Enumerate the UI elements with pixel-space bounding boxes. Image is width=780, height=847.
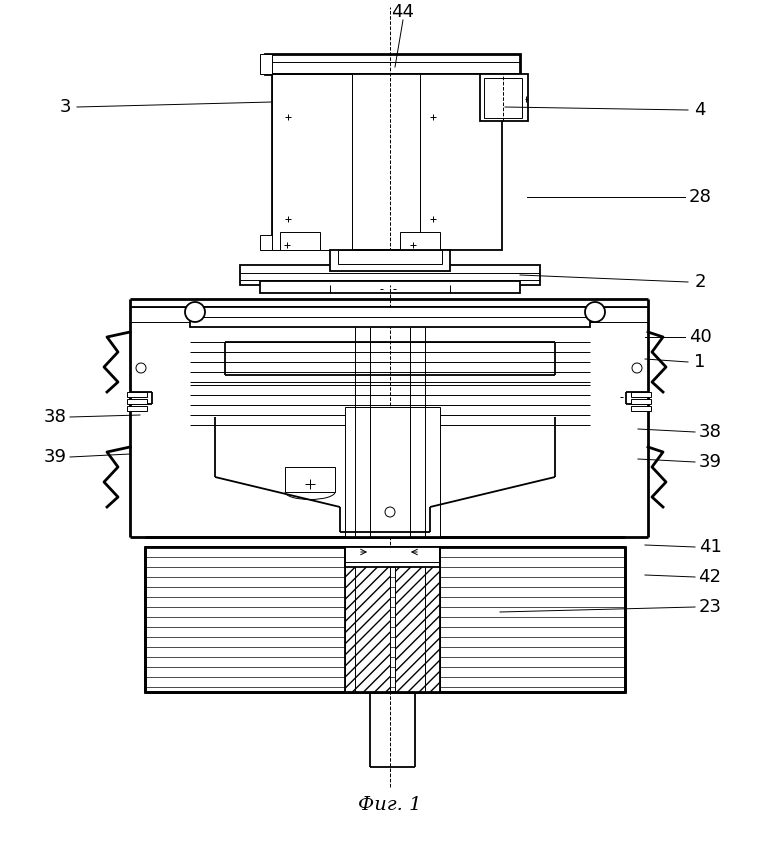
Bar [145, 547, 625, 692]
Bar [127, 399, 147, 404]
Bar [480, 74, 528, 121]
Bar [345, 547, 390, 692]
Bar [330, 250, 450, 271]
Bar [631, 406, 651, 411]
Text: 38: 38 [699, 423, 722, 441]
Bar [130, 307, 648, 322]
Circle shape [585, 302, 605, 322]
Bar [240, 265, 540, 285]
Bar [338, 250, 442, 264]
Bar [484, 78, 522, 118]
Text: 1: 1 [694, 353, 706, 371]
Circle shape [185, 302, 205, 322]
Text: 38: 38 [44, 408, 66, 426]
Bar [272, 74, 502, 250]
Text: 41: 41 [699, 538, 722, 556]
Text: Фиг. 1: Фиг. 1 [358, 796, 422, 814]
Bar [260, 281, 520, 293]
Bar [631, 392, 651, 397]
Text: 28: 28 [689, 188, 711, 206]
Bar [285, 467, 335, 492]
Bar [260, 235, 272, 250]
Text: 42: 42 [699, 568, 722, 586]
Bar [190, 307, 590, 327]
Bar [631, 399, 651, 404]
Bar [127, 392, 147, 397]
Text: 44: 44 [392, 3, 414, 21]
Bar [395, 547, 440, 692]
Text: 2: 2 [694, 273, 706, 291]
Bar [345, 547, 440, 567]
Text: 23: 23 [699, 598, 722, 616]
Bar [260, 54, 272, 74]
Text: 3: 3 [59, 98, 71, 116]
Text: 40: 40 [689, 328, 711, 346]
Text: 4: 4 [694, 101, 706, 119]
Bar [280, 232, 320, 250]
Bar [272, 74, 352, 250]
Bar [127, 406, 147, 411]
Text: 39: 39 [44, 448, 66, 466]
Bar [265, 54, 520, 74]
Text: 39: 39 [699, 453, 722, 471]
Bar [345, 407, 440, 537]
Bar [400, 232, 440, 250]
